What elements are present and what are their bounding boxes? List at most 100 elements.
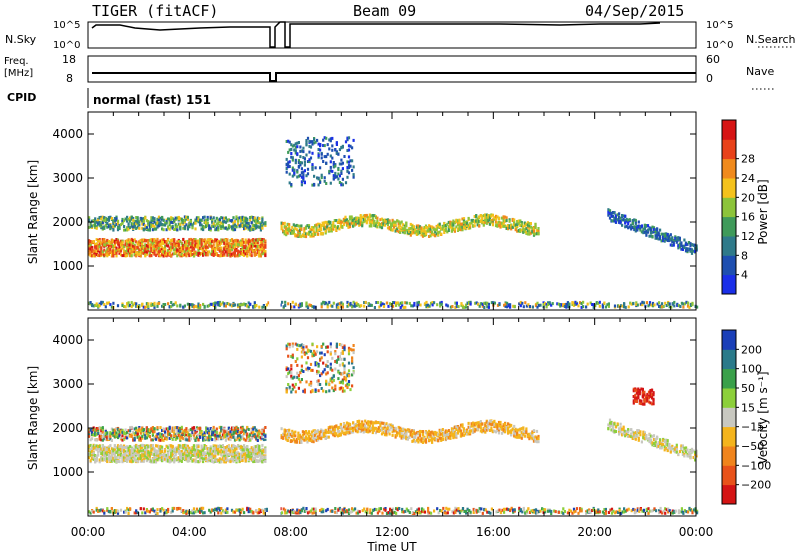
data-cell [182, 226, 185, 230]
data-cell [686, 242, 689, 246]
data-cell [197, 241, 200, 245]
data-cell [340, 169, 343, 173]
data-cell [121, 456, 124, 460]
data-cell [307, 230, 311, 234]
data-cell [294, 302, 297, 306]
data-cell [136, 225, 139, 229]
data-cell [636, 224, 639, 228]
data-cell [212, 248, 215, 252]
data-cell [113, 429, 116, 432]
data-cell [450, 226, 453, 230]
data-cell [227, 226, 230, 230]
data-cell [100, 221, 103, 225]
data-cell [262, 246, 265, 249]
data-cell [112, 448, 115, 452]
data-cell [186, 454, 189, 458]
data-cell [528, 230, 531, 233]
data-cell [136, 222, 139, 226]
data-cell [311, 151, 314, 155]
data-cell [241, 246, 244, 249]
data-cell [359, 220, 362, 224]
data-cell [628, 225, 631, 229]
data-cell [308, 150, 311, 154]
data-cell [110, 217, 113, 220]
data-cell [214, 252, 217, 256]
data-cell [233, 219, 237, 223]
data-cell [136, 245, 139, 249]
data-cell [526, 221, 529, 225]
data-cell [250, 238, 253, 242]
data-cell [104, 252, 107, 256]
data-cell [174, 458, 177, 462]
data-cell [509, 303, 512, 307]
data-cell [330, 224, 333, 228]
data-cell [264, 450, 267, 454]
data-cell [288, 223, 291, 227]
data-cell [361, 222, 364, 225]
data-cell [129, 226, 132, 230]
data-cell [255, 304, 258, 308]
data-cell [355, 301, 358, 305]
data-cell [505, 216, 508, 220]
data-cell [205, 240, 208, 244]
data-cell [243, 227, 246, 230]
data-cell [658, 305, 661, 308]
data-cell [206, 447, 209, 451]
data-cell [157, 445, 161, 449]
data-cell [220, 246, 223, 250]
data-cell [513, 304, 516, 308]
data-cell [147, 457, 150, 461]
data-cell [320, 232, 323, 236]
data-cell [235, 242, 238, 246]
data-cell [232, 453, 235, 457]
data-cell [154, 253, 158, 257]
data-cell [344, 217, 347, 220]
data-cell [95, 238, 98, 242]
data-cell [191, 304, 194, 308]
data-cell [218, 220, 221, 224]
data-cell [262, 222, 265, 226]
data-cell [352, 224, 355, 228]
data-cell [487, 215, 490, 219]
data-cell [164, 244, 167, 248]
data-cell [211, 218, 214, 222]
data-cell [249, 253, 252, 257]
data-cell [287, 163, 290, 167]
data-cell [192, 444, 196, 448]
data-cell [386, 221, 390, 224]
data-cell [250, 247, 253, 251]
data-cell [646, 230, 650, 234]
data-cell [294, 149, 297, 153]
data-cell [304, 226, 308, 230]
data-cell [157, 246, 161, 250]
data-cell [180, 217, 183, 221]
data-cell [380, 226, 384, 230]
data-cell [205, 248, 208, 251]
data-cell [417, 302, 420, 306]
data-cell [135, 245, 138, 249]
data-cell [648, 301, 652, 305]
data-cell [370, 214, 373, 218]
data-cell [217, 448, 220, 451]
data-cell [104, 243, 107, 247]
data-cell [101, 215, 104, 219]
data-cell [199, 246, 202, 250]
data-cell [136, 216, 139, 220]
data-cell [170, 454, 173, 458]
data-cell [188, 238, 191, 242]
data-cell [259, 248, 262, 252]
data-cell [220, 227, 223, 230]
data-cell [323, 225, 326, 229]
data-cell [426, 226, 429, 230]
data-cell [227, 218, 230, 222]
data-cell [220, 238, 223, 242]
data-cell [520, 222, 523, 226]
data-cell [185, 446, 188, 450]
data-cell [680, 243, 683, 247]
data-cell [107, 248, 110, 252]
data-cell [220, 460, 223, 464]
data-cell [189, 245, 192, 249]
data-cell [288, 160, 291, 164]
data-cell [585, 305, 588, 309]
data-cell [189, 303, 192, 307]
